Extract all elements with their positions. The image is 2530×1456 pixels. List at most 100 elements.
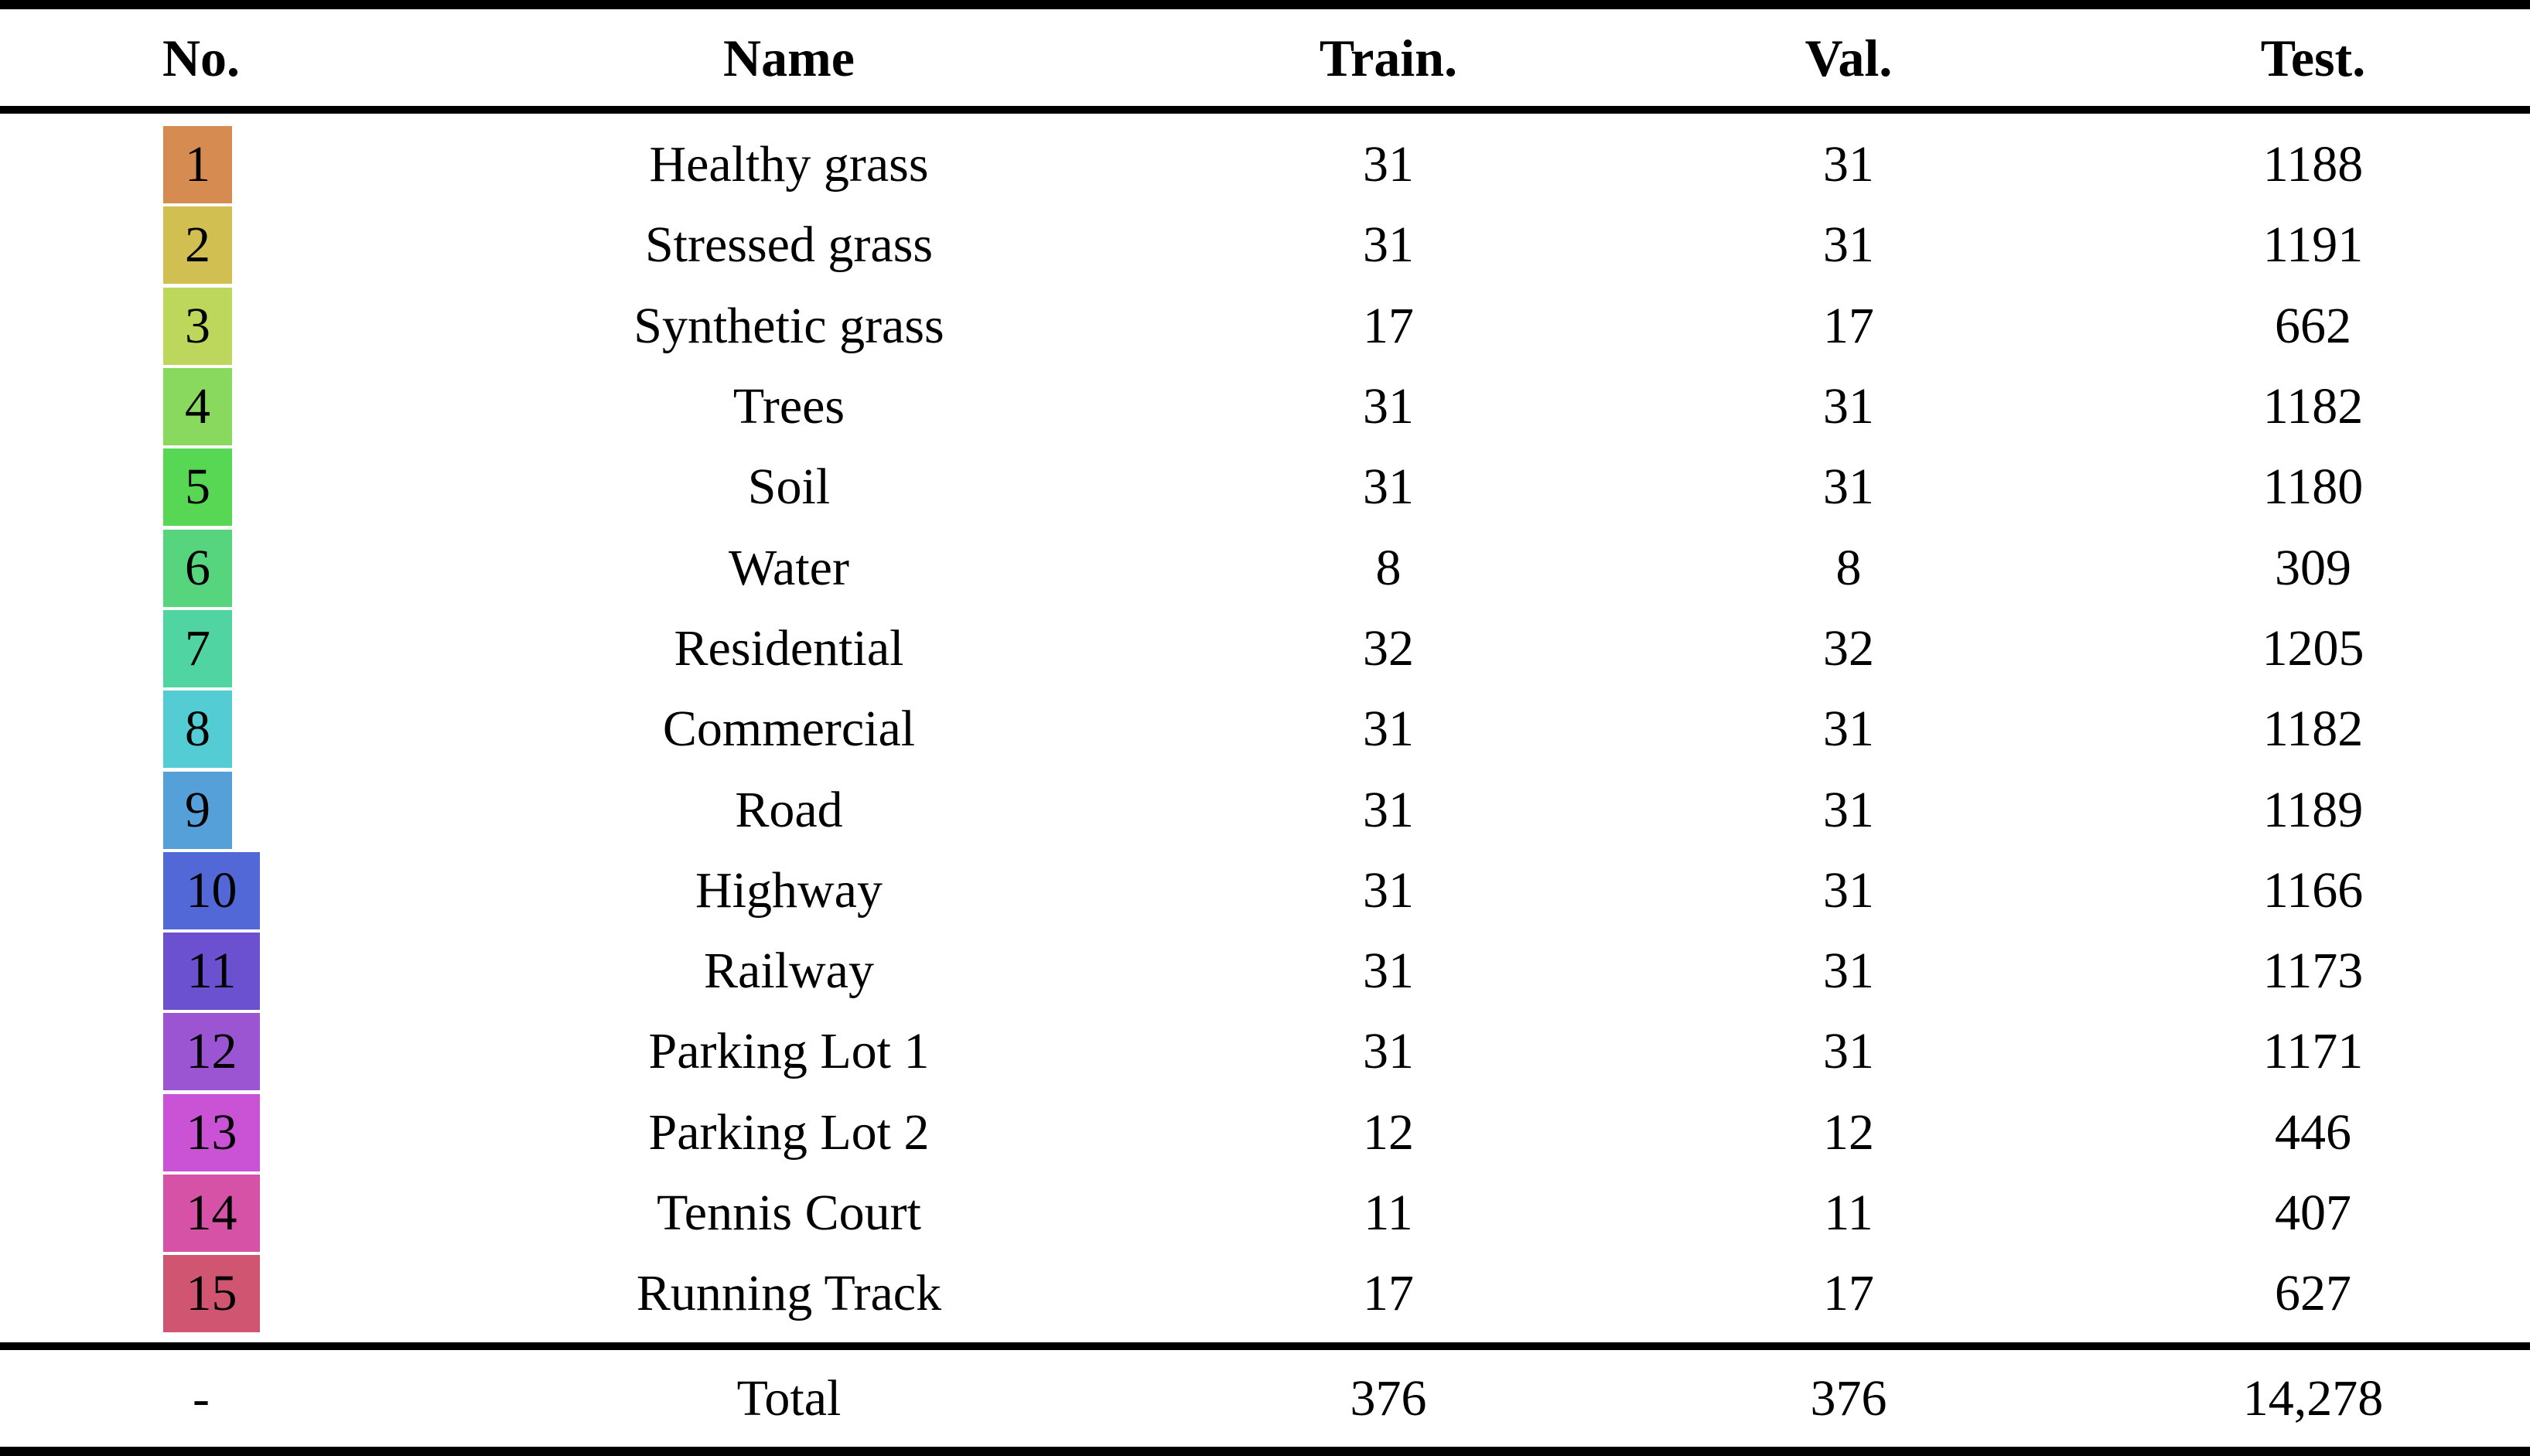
- table-row: 1 Healthy grass 31 31 1188: [0, 124, 2530, 205]
- total-val: 376: [1810, 1369, 1887, 1427]
- table-row: 13 Parking Lot 2 12 12 446: [0, 1093, 2530, 1173]
- table-row: 10 Highway 31 31 1166: [0, 851, 2530, 931]
- class-number-cell: 15: [0, 1253, 402, 1334]
- total-no-dash: -: [193, 1369, 210, 1427]
- class-name: Healthy grass: [649, 136, 929, 193]
- val-count: 31: [1823, 943, 1874, 1000]
- class-number-cell: 5: [0, 447, 402, 527]
- class-number-cell: 2: [0, 205, 402, 285]
- table-row: 7 Residential 32 32 1205: [0, 609, 2530, 689]
- test-count: 1189: [2262, 781, 2364, 838]
- class-number-cell: 12: [0, 1011, 402, 1092]
- test-count: 1182: [2262, 701, 2364, 758]
- class-number-cell: 11: [0, 931, 402, 1011]
- val-count: 31: [1823, 378, 1874, 435]
- class-color-badge: 12: [163, 1013, 260, 1091]
- val-count: 31: [1823, 781, 1874, 838]
- train-count: 31: [1363, 217, 1414, 274]
- class-color-badge: 3: [163, 287, 232, 365]
- bottom-rule: [0, 1447, 2530, 1456]
- test-count: 1173: [2262, 943, 2364, 1000]
- class-color-badge: 11: [163, 933, 260, 1011]
- total-test: 14,278: [2242, 1369, 2384, 1427]
- class-name: Parking Lot 1: [648, 1023, 930, 1080]
- table-row: 12 Parking Lot 1 31 31 1171: [0, 1011, 2530, 1092]
- train-count: 8: [1375, 539, 1402, 596]
- header-rule: [0, 106, 2530, 114]
- test-count: 1182: [2262, 378, 2364, 435]
- table-row: 2 Stressed grass 31 31 1191: [0, 205, 2530, 285]
- val-count: 8: [1835, 539, 1862, 596]
- class-color-badge: 15: [163, 1255, 260, 1333]
- train-count: 31: [1363, 1023, 1414, 1080]
- val-count: 31: [1823, 1023, 1874, 1080]
- class-color-badge: 5: [163, 448, 232, 527]
- class-color-badge: 1: [163, 126, 232, 204]
- class-number-cell: 3: [0, 286, 402, 367]
- table-row: 4 Trees 31 31 1182: [0, 367, 2530, 447]
- table-row: 15 Running Track 17 17 627: [0, 1253, 2530, 1334]
- column-header-train: Train.: [1319, 28, 1458, 87]
- class-number-cell: 14: [0, 1173, 402, 1253]
- total-rule: [0, 1342, 2530, 1350]
- val-count: 31: [1823, 459, 1874, 516]
- class-color-badge: 7: [163, 609, 232, 687]
- table-row: 5 Soil 31 31 1180: [0, 447, 2530, 527]
- class-color-badge: 9: [163, 771, 232, 849]
- total-row: - Total 376 376 14,278: [0, 1350, 2530, 1447]
- test-count: 1166: [2262, 861, 2364, 919]
- class-name: Trees: [732, 378, 845, 435]
- table-header-row: No. Name Train. Val. Test.: [0, 9, 2530, 106]
- class-color-badge: 4: [163, 368, 232, 446]
- class-number-cell: 13: [0, 1093, 402, 1173]
- train-count: 17: [1363, 297, 1414, 354]
- test-count: 446: [2275, 1103, 2351, 1161]
- class-name: Highway: [695, 861, 883, 919]
- class-number-cell: 9: [0, 769, 402, 850]
- class-number-cell: 10: [0, 851, 402, 931]
- test-count: 627: [2275, 1265, 2351, 1322]
- class-color-badge: 14: [163, 1175, 260, 1252]
- table-row: 14 Tennis Court 11 11 407: [0, 1173, 2530, 1253]
- class-name: Stressed grass: [644, 217, 934, 274]
- top-rule: [0, 0, 2530, 9]
- class-color-badge: 10: [163, 851, 260, 929]
- train-count: 31: [1363, 943, 1414, 1000]
- train-count: 11: [1364, 1185, 1413, 1241]
- val-count: 32: [1823, 619, 1874, 677]
- class-name: Tennis Court: [657, 1185, 921, 1241]
- test-count: 309: [2275, 539, 2351, 596]
- val-count: 17: [1823, 1265, 1874, 1322]
- class-color-badge: 6: [163, 529, 232, 607]
- test-count: 407: [2275, 1185, 2351, 1241]
- total-train: 376: [1350, 1369, 1427, 1427]
- train-count: 31: [1363, 701, 1414, 758]
- train-count: 32: [1363, 619, 1414, 677]
- test-count: 1188: [2262, 136, 2364, 193]
- table-body: 1 Healthy grass 31 31 1188 2 Stressed gr…: [0, 114, 2530, 1342]
- train-count: 31: [1363, 378, 1414, 435]
- train-count: 31: [1363, 781, 1414, 838]
- class-number-cell: 6: [0, 527, 402, 608]
- table-row: 3 Synthetic grass 17 17 662: [0, 286, 2530, 367]
- test-count: 1180: [2262, 459, 2364, 516]
- val-count: 31: [1823, 217, 1874, 274]
- table-row: 11 Railway 31 31 1173: [0, 931, 2530, 1011]
- class-color-badge: 8: [163, 690, 232, 769]
- class-name: Water: [729, 539, 849, 596]
- class-name: Commercial: [662, 701, 916, 758]
- class-number-cell: 7: [0, 609, 402, 689]
- train-count: 31: [1363, 861, 1414, 919]
- val-count: 31: [1823, 701, 1874, 758]
- class-name: Soil: [747, 459, 831, 516]
- class-name: Residential: [674, 619, 904, 677]
- class-name: Road: [735, 781, 843, 838]
- column-header-test: Test.: [2260, 28, 2366, 87]
- test-count: 1191: [2262, 217, 2364, 274]
- class-number-cell: 4: [0, 367, 402, 447]
- test-count: 662: [2275, 297, 2351, 354]
- class-name: Railway: [704, 943, 874, 1000]
- table-row: 6 Water 8 8 309: [0, 527, 2530, 608]
- column-header-val: Val.: [1804, 28, 1893, 87]
